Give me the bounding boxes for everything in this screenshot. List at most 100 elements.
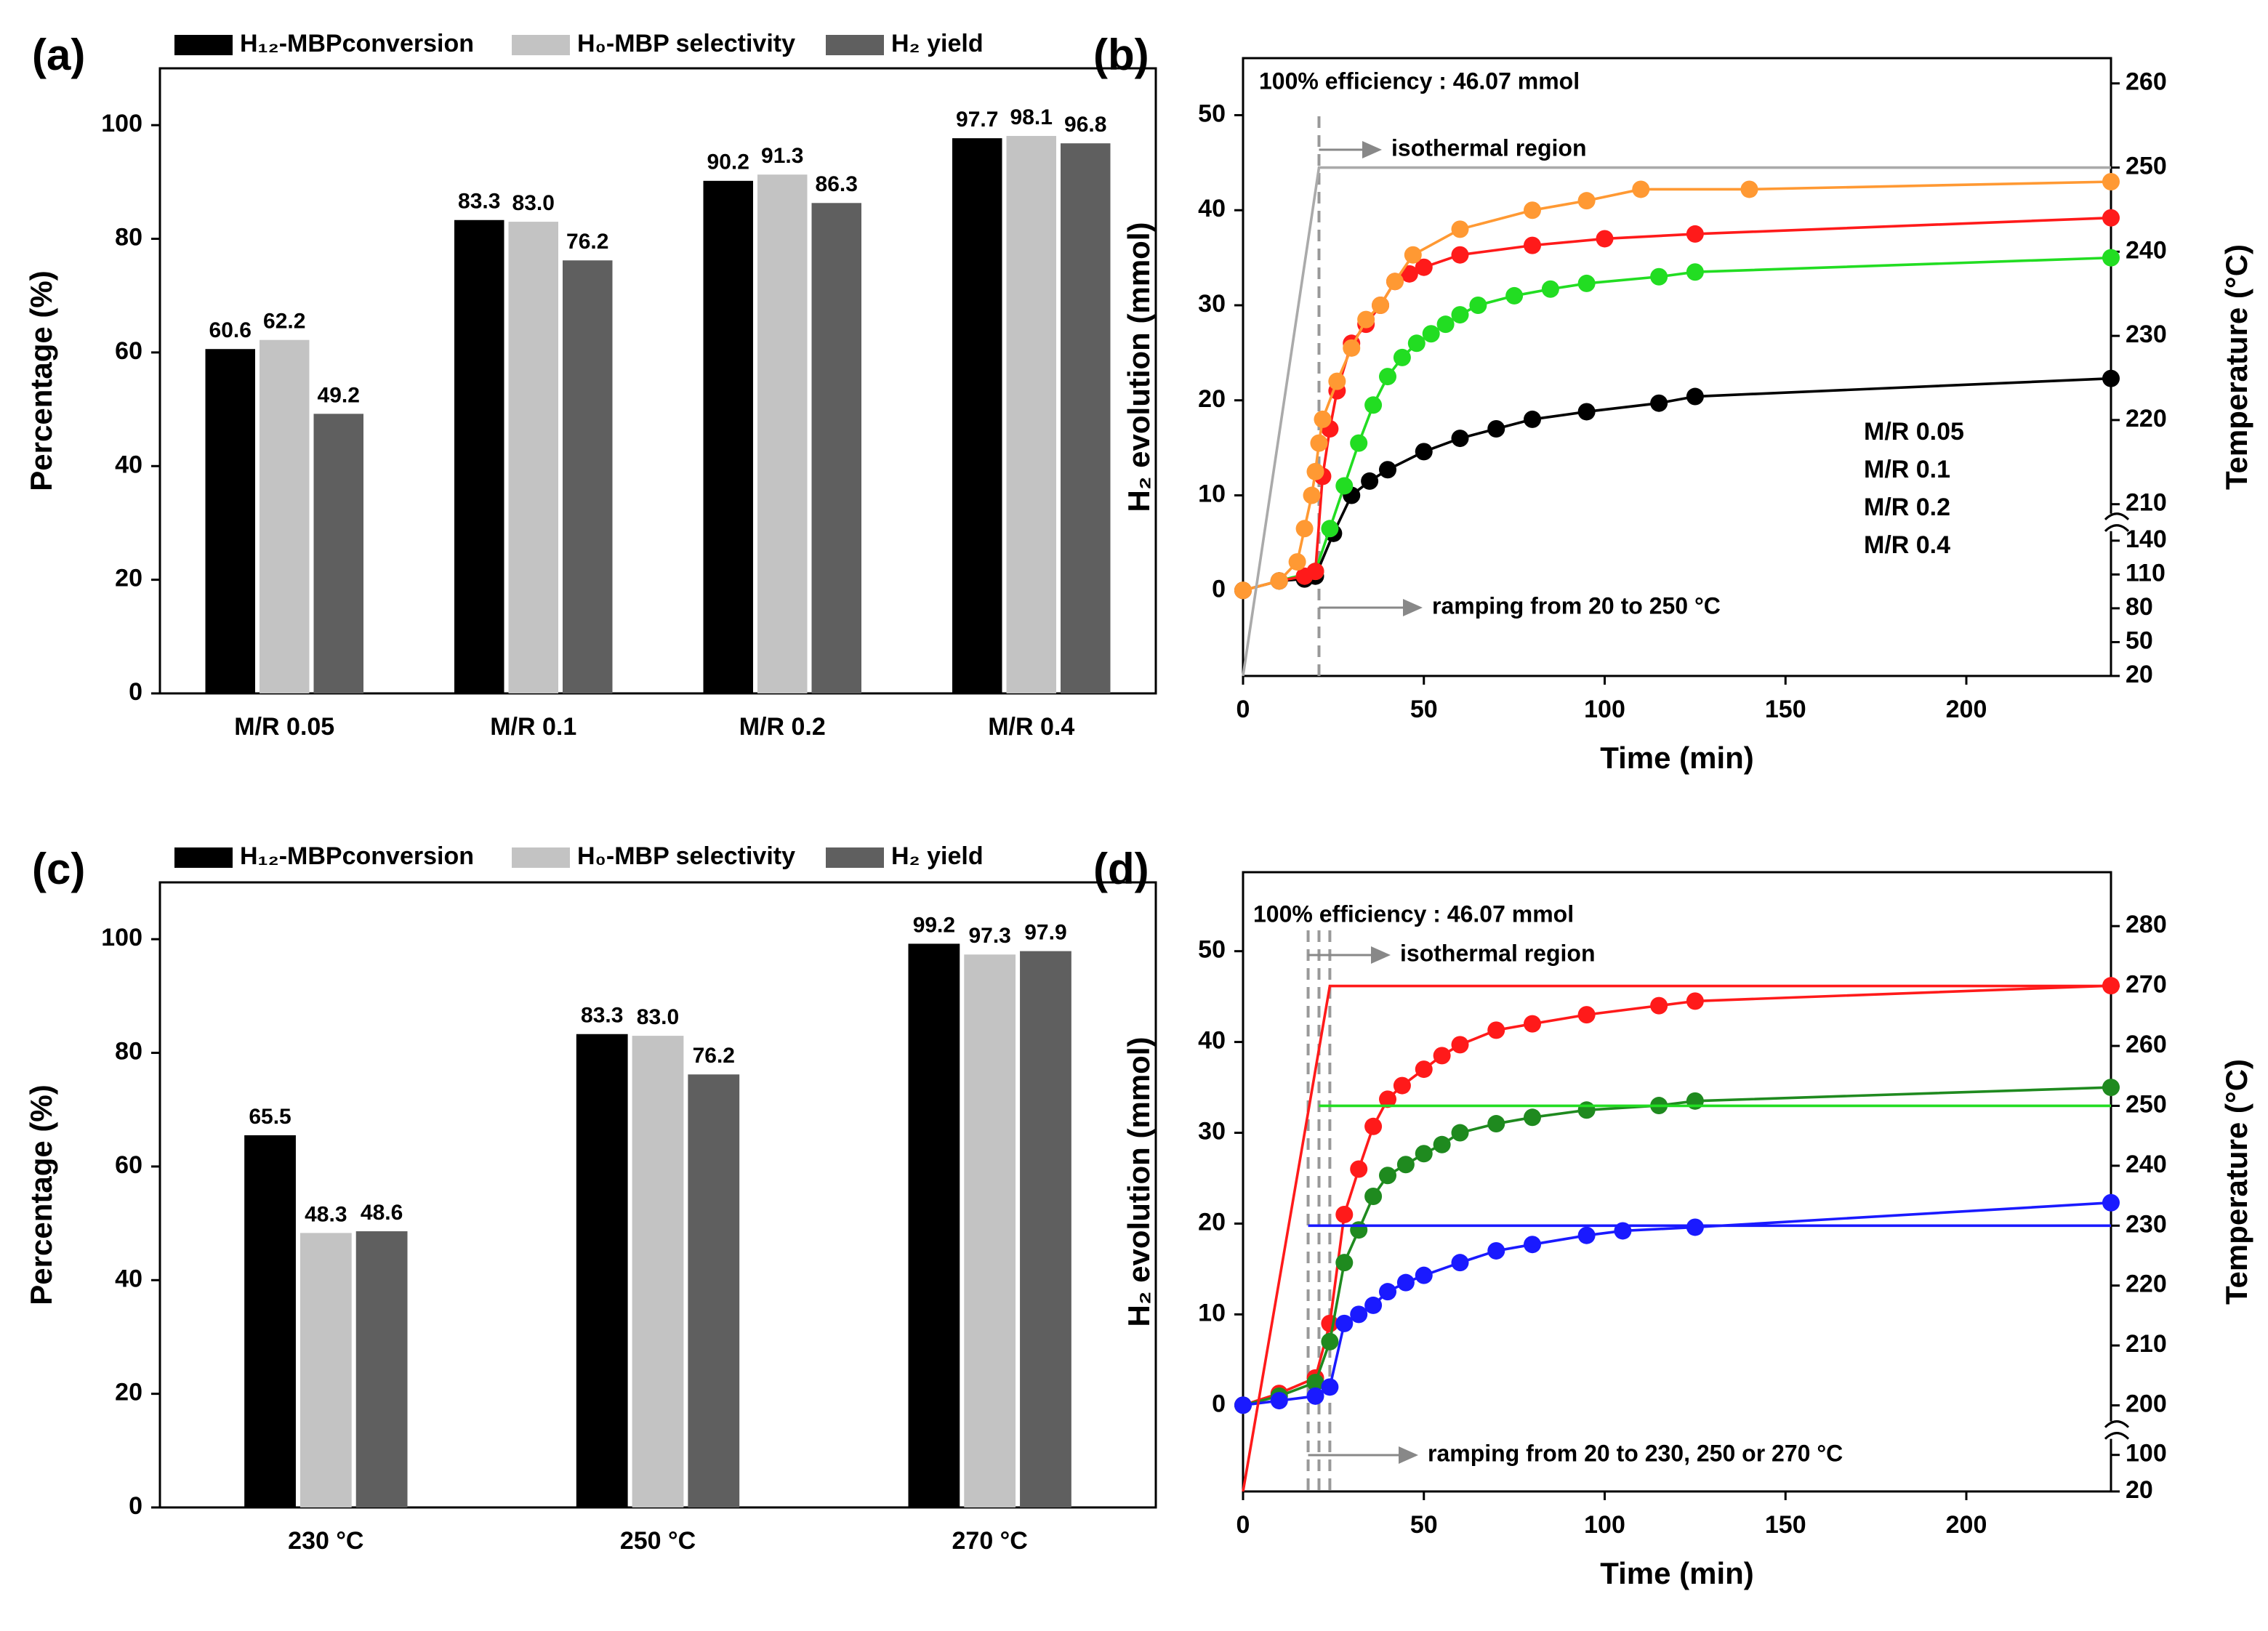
line xyxy=(1242,180,2112,592)
bar xyxy=(508,222,558,693)
plot-frame xyxy=(158,67,1157,695)
y-tick-label: 100 xyxy=(101,110,142,137)
point xyxy=(1596,230,1614,248)
annotation: isothermal region xyxy=(1400,940,1596,966)
x-tick-label: 200 xyxy=(1946,696,1987,723)
value-label: 62.2 xyxy=(263,310,305,334)
point xyxy=(1487,1115,1505,1133)
value-label: 99.2 xyxy=(913,913,955,937)
panel-label: (b) xyxy=(1093,31,1149,79)
point xyxy=(1451,220,1469,238)
y2-tick-label: 260 xyxy=(2126,1031,2167,1058)
point xyxy=(2102,369,2120,387)
point xyxy=(1433,1135,1451,1153)
bar xyxy=(757,174,808,693)
value-label: 76.2 xyxy=(566,230,608,254)
bar xyxy=(952,138,1002,693)
annotation: 100% efficiency : 46.07 mmol xyxy=(1253,901,1574,927)
value-label: 83.3 xyxy=(581,1004,623,1028)
point xyxy=(1422,325,1440,343)
point xyxy=(1379,1167,1396,1185)
x-tick-label: M/R 0.4 xyxy=(988,713,1074,741)
bar xyxy=(964,954,1016,1507)
x-tick-label: 50 xyxy=(1410,696,1438,723)
annotation: isothermal region xyxy=(1391,134,1587,161)
point xyxy=(1524,1236,1541,1254)
line xyxy=(1242,984,2112,1407)
point xyxy=(1686,387,1704,406)
point xyxy=(1451,1124,1469,1142)
legend-label: H₂ yield xyxy=(891,30,984,57)
point xyxy=(1270,572,1288,590)
x-tick-label: 270 °C xyxy=(952,1527,1028,1555)
point xyxy=(1364,1117,1383,1135)
value-label: 97.3 xyxy=(968,924,1010,948)
point xyxy=(1270,1392,1288,1410)
y2-tick-label: 20 xyxy=(2126,1476,2153,1504)
value-label: 83.0 xyxy=(512,191,555,215)
value-label: 76.2 xyxy=(693,1044,735,1068)
y-tick-label: 20 xyxy=(115,1379,142,1406)
y-tick-label: 80 xyxy=(115,224,142,251)
y-tick-label: 20 xyxy=(1198,385,1226,413)
y2-tick-label: 220 xyxy=(2126,1270,2167,1298)
x-tick-label: 150 xyxy=(1765,1511,1806,1539)
legend-label: M/R 0.05 xyxy=(1864,418,1964,446)
x-tick-label: 250 °C xyxy=(620,1527,696,1555)
value-label: 49.2 xyxy=(318,383,360,407)
x-tick-label: 0 xyxy=(1236,696,1250,723)
point xyxy=(1350,1221,1368,1239)
point xyxy=(1524,1015,1541,1033)
value-label: 98.1 xyxy=(1010,105,1053,129)
x-tick-label: 200 xyxy=(1946,1511,1987,1539)
point xyxy=(1577,403,1596,421)
y2-tick-label: 230 xyxy=(2126,1210,2167,1238)
point xyxy=(1364,396,1383,414)
point xyxy=(1343,339,1361,357)
y-tick-label: 60 xyxy=(115,1151,142,1179)
y-tick-label: 50 xyxy=(1198,100,1226,127)
point xyxy=(1686,1218,1704,1236)
bar xyxy=(244,1135,296,1507)
point xyxy=(1321,1378,1339,1396)
bar xyxy=(1006,136,1056,693)
bar xyxy=(454,220,504,693)
point xyxy=(1306,462,1324,480)
point xyxy=(1451,430,1469,448)
y-tick-label: 0 xyxy=(1212,1390,1226,1417)
y-tick-label: 40 xyxy=(1198,1027,1226,1055)
point xyxy=(1396,1156,1415,1174)
legend-label: H₀-MBP selectivity xyxy=(577,842,795,870)
legend-swatch xyxy=(826,35,884,55)
point xyxy=(1487,1241,1505,1260)
point xyxy=(1451,1254,1469,1272)
point xyxy=(1372,297,1390,314)
point xyxy=(1650,996,1668,1015)
x-tick-label: 100 xyxy=(1584,1511,1625,1539)
point xyxy=(1524,410,1541,428)
point xyxy=(1404,246,1422,264)
point xyxy=(1577,1226,1596,1244)
point xyxy=(1577,1101,1596,1119)
y-axis-label: Percentage (%) xyxy=(24,270,58,491)
legend-swatch xyxy=(174,847,233,868)
point xyxy=(1234,1396,1252,1414)
y-tick-label: 0 xyxy=(129,678,142,706)
x-axis-label: Time (min) xyxy=(1600,741,1754,775)
plot-frame xyxy=(1242,57,2112,677)
y2-axis-label: Temperature (°C) xyxy=(2219,1059,2253,1305)
y2-tick-label: 260 xyxy=(2126,68,2167,96)
axis-break-mark xyxy=(2104,1420,2130,1440)
point xyxy=(1577,1006,1596,1024)
value-label: 48.6 xyxy=(361,1201,403,1225)
legend-swatch xyxy=(174,35,233,55)
y2-tick-label: 240 xyxy=(2126,236,2167,264)
y-axis-label: Percentage (%) xyxy=(24,1084,58,1305)
bar xyxy=(908,943,960,1507)
y-axis-label: H₂ evolution (mmol) xyxy=(1122,222,1156,512)
legend-swatch xyxy=(512,847,570,868)
y2-tick-label: 210 xyxy=(2126,1330,2167,1358)
value-label: 83.3 xyxy=(458,190,500,214)
point xyxy=(2102,173,2120,190)
